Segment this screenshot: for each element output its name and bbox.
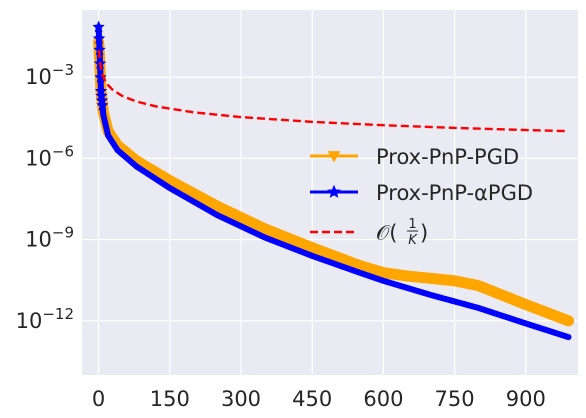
x-tick-label: 0 [92,387,105,411]
legend-marker [327,151,341,163]
legend-marker [327,184,341,198]
legend-label: Prox-PnP-PGD [376,145,519,169]
series-line [97,49,569,133]
series-1 [92,20,572,341]
y-tick-label: 10−9 [25,224,74,252]
y-tick-label: 10−12 [16,305,74,333]
grid-layer [82,10,578,375]
series-marker [96,98,109,111]
legend-fraction-den: K [408,233,418,248]
legend-entry-0: Prox-PnP-PGD [310,145,519,169]
series-layer [92,20,575,341]
x-tick-label: 750 [435,387,475,411]
x-tick-label: 900 [506,387,546,411]
series-2 [97,49,569,133]
x-tick-label: 450 [292,387,332,411]
legend-label: 𝒪( [376,221,397,245]
x-tick-label: 300 [221,387,261,411]
y-tick-label: 10−6 [25,142,74,170]
legend-fraction-num: 1 [408,217,416,232]
x-tick-label: 600 [363,387,403,411]
y-axis-ticks: 10−3 10−6 10−9 10−12 [16,61,74,333]
legend-label: Prox-PnP-αPGD [376,181,533,205]
legend: Prox-PnP-PGD Prox-PnP-αPGD 𝒪( 1K) [310,145,533,248]
series-marker [92,20,105,33]
legend-entry-1: Prox-PnP-αPGD [310,181,533,205]
x-tick-label: 150 [150,387,190,411]
x-axis-ticks: 0 150 300 450 600 750 900 [92,387,546,411]
series-marker [92,31,106,44]
legend-entry-2: 𝒪( 1K) [310,217,428,248]
series-line [95,24,572,341]
series-line [93,36,575,327]
y-tick-label: 10−3 [25,61,74,89]
legend-label-suffix: ) [420,221,428,245]
